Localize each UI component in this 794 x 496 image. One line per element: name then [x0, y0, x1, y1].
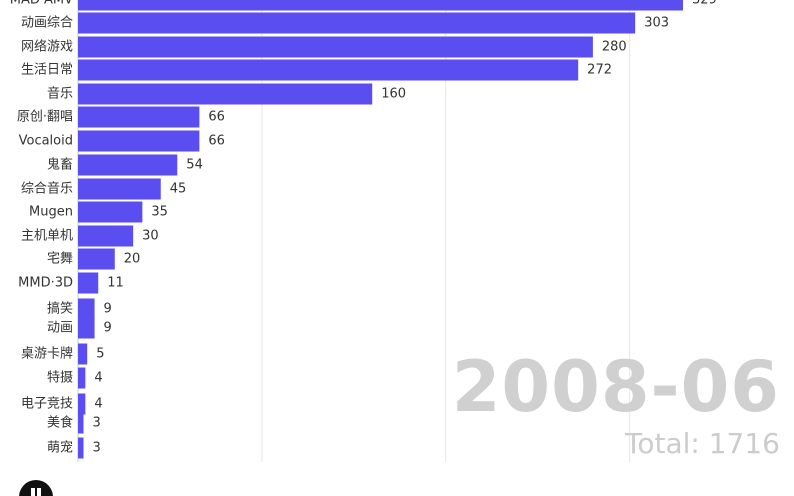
category-label-19: 萌宠 — [47, 440, 73, 456]
category-label-1: 动画综合 — [21, 16, 73, 31]
bar-0 — [78, 0, 683, 11]
bar-1 — [78, 12, 636, 34]
category-label-2: 网络游戏 — [21, 39, 73, 55]
value-label-0: 329 — [692, 0, 717, 8]
bar-11 — [78, 248, 115, 270]
bar-2 — [78, 36, 593, 58]
value-label-6: 66 — [208, 134, 225, 149]
category-label-6: Vocaloid — [19, 134, 73, 149]
bar-12 — [78, 272, 99, 294]
value-label-2: 280 — [602, 40, 627, 55]
bar-4 — [78, 83, 373, 105]
bar-15 — [78, 343, 88, 365]
period-label: 2008-06 — [451, 346, 780, 428]
value-label-3: 272 — [587, 63, 612, 78]
bar-3 — [78, 59, 579, 81]
value-label-10: 30 — [142, 229, 159, 244]
bar-17 — [78, 393, 86, 415]
value-label-8: 45 — [170, 182, 187, 197]
category-label-15: 桌游卡牌 — [21, 346, 73, 362]
bar-14 — [78, 317, 95, 339]
value-label-12: 11 — [107, 276, 124, 291]
value-label-14: 9 — [104, 321, 112, 336]
category-label-10: 主机单机 — [21, 229, 73, 244]
category-label-0: MAD·AMV — [10, 0, 73, 8]
value-label-4: 160 — [381, 87, 406, 102]
bar-6 — [78, 130, 200, 152]
category-label-16: 特摄 — [47, 371, 73, 386]
bar-9 — [78, 201, 143, 223]
bar-13 — [78, 298, 95, 320]
value-label-17: 4 — [94, 397, 102, 412]
value-label-18: 3 — [93, 416, 101, 431]
value-label-11: 20 — [124, 252, 141, 267]
category-label-7: 鬼畜 — [47, 157, 73, 173]
value-label-19: 3 — [93, 441, 101, 456]
bar-5 — [78, 106, 200, 128]
value-label-5: 66 — [208, 110, 225, 125]
category-label-14: 动画 — [47, 321, 73, 336]
category-label-12: MMD·3D — [18, 276, 73, 291]
category-label-8: 综合音乐 — [21, 181, 73, 197]
category-label-3: 生活日常 — [21, 63, 73, 78]
value-label-1: 303 — [644, 16, 669, 31]
pause-icon[interactable] — [19, 480, 53, 496]
category-label-11: 宅舞 — [47, 252, 73, 267]
category-label-5: 原创·翻唱 — [17, 110, 73, 125]
bar-18 — [78, 412, 84, 434]
category-label-17: 电子竞技 — [21, 396, 73, 412]
bar-19 — [78, 437, 84, 459]
bar-10 — [78, 225, 134, 247]
bar-7 — [78, 154, 178, 176]
bar-16 — [78, 367, 86, 389]
value-label-9: 35 — [151, 205, 168, 220]
total-label: Total: 1716 — [625, 427, 780, 460]
value-label-16: 4 — [94, 371, 102, 386]
bar-8 — [78, 178, 161, 200]
value-label-15: 5 — [96, 347, 104, 362]
value-label-13: 9 — [104, 302, 112, 317]
category-label-9: Mugen — [29, 205, 73, 220]
category-label-18: 美食 — [47, 415, 73, 431]
category-label-4: 音乐 — [47, 86, 73, 102]
value-label-7: 54 — [186, 158, 203, 173]
category-label-13: 搞笑 — [47, 301, 73, 317]
